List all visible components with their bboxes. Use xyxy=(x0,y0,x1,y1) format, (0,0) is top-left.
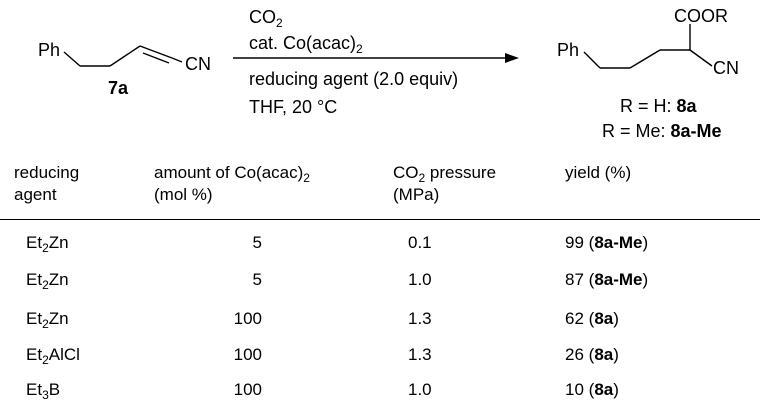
cell-amount: 100 xyxy=(233,309,262,328)
reaction-arrow xyxy=(233,53,519,63)
cell-yield: 26 (8a) xyxy=(565,345,619,364)
cell-pressure: 1.3 xyxy=(408,309,432,328)
cell-pressure: 1.3 xyxy=(408,345,432,364)
product-coor-label: COOR xyxy=(674,6,728,26)
product-ph-label: Ph xyxy=(557,40,580,60)
cell-yield: 99 (8a-Me) xyxy=(565,233,649,252)
cell-reducing-agent: Et2Zn xyxy=(26,233,69,255)
cell-yield: 87 (8a-Me) xyxy=(565,270,649,289)
cell-amount: 5 xyxy=(252,270,262,289)
cell-yield: 62 (8a) xyxy=(565,309,619,328)
product-cn-label: CN xyxy=(713,58,739,78)
cell-reducing-agent: Et2AlCl xyxy=(26,345,80,367)
cell-reducing-agent: Et2Zn xyxy=(26,309,69,331)
cell-yield: 10 (8a) xyxy=(565,380,619,399)
product-r-me-line: R = Me: 8a-Me xyxy=(602,121,722,141)
header-co2-pressure: CO2 pressure (MPa) xyxy=(393,163,497,204)
cell-amount: 5 xyxy=(252,233,262,252)
cell-reducing-agent: Et3B xyxy=(26,380,61,402)
cell-reducing-agent: Et2Zn xyxy=(26,270,69,292)
condition-catalyst: cat. Co(acac)2 xyxy=(249,33,363,56)
condition-co2: CO2 xyxy=(249,7,283,30)
header-yield: yield (%) xyxy=(565,163,632,182)
header-divider xyxy=(0,219,760,220)
reactant-compound-label: 7a xyxy=(108,78,129,98)
reactant-cn-label: CN xyxy=(185,54,211,74)
header-reducing-agent: reducing agent xyxy=(14,163,80,204)
header-amount: amount of Co(acac)2 (mol %) xyxy=(154,163,310,204)
condition-solvent-temperature: THF, 20 °C xyxy=(249,97,338,117)
cell-pressure: 0.1 xyxy=(408,233,432,252)
cell-pressure: 1.0 xyxy=(408,380,432,399)
cell-amount: 100 xyxy=(233,380,262,399)
reaction-scheme xyxy=(63,24,713,69)
reactant-ph-label: Ph xyxy=(38,40,61,60)
product-structure xyxy=(583,24,713,69)
product-r-h-line: R = H: 8a xyxy=(620,96,697,116)
cell-amount: 100 xyxy=(233,345,262,364)
reactant-structure xyxy=(63,45,183,67)
cell-pressure: 1.0 xyxy=(408,270,432,289)
condition-reducing-agent: reducing agent (2.0 equiv) xyxy=(249,69,459,89)
